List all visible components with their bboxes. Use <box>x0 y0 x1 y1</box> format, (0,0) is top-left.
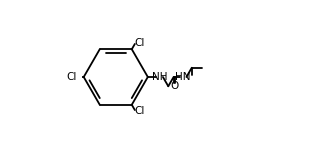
Text: Cl: Cl <box>134 38 145 48</box>
Text: Cl: Cl <box>66 72 76 82</box>
Text: NH: NH <box>152 72 167 82</box>
Text: O: O <box>171 81 179 91</box>
Text: Cl: Cl <box>134 106 145 116</box>
Text: HN: HN <box>175 72 191 82</box>
